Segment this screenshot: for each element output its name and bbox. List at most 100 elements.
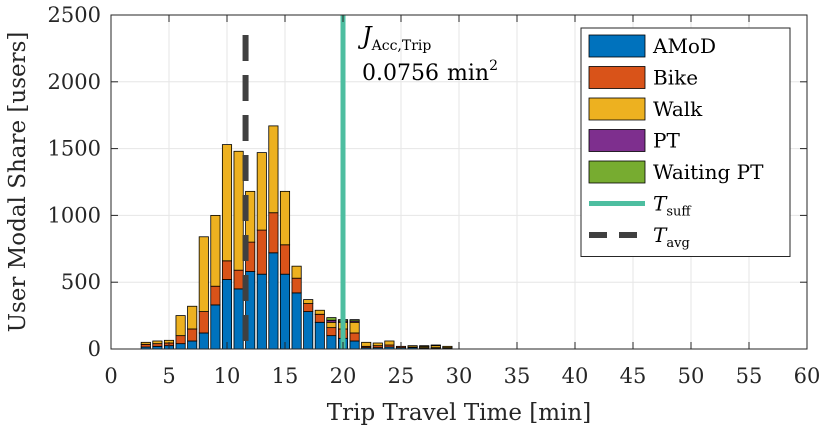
bar-waiting-pt-19 <box>326 317 337 321</box>
x-axis-label: Trip Travel Time [min] <box>327 400 591 426</box>
y-axis-label: User Modal Share [users] <box>5 32 31 333</box>
x-tick-label-7: 35 <box>504 364 531 388</box>
legend-label-amod: AMoD <box>652 34 716 58</box>
bar-bike-4 <box>152 343 163 347</box>
annotation-unit-sup: 2 <box>489 58 498 74</box>
bar-amod-13 <box>256 273 267 350</box>
bar-amod-10 <box>221 279 233 350</box>
bar-walk-23 <box>372 342 383 347</box>
legend-label-suff: Tsuff <box>653 192 692 220</box>
annotation-value: 0.0756 <box>362 61 439 86</box>
bar-bike-13 <box>256 229 267 275</box>
bar-walk-11 <box>233 150 244 271</box>
bar-walk-14 <box>268 125 279 214</box>
bar-amod-6 <box>175 343 186 350</box>
bar-pt-27 <box>419 345 430 347</box>
annotation-unit: min <box>447 61 489 86</box>
bar-bike-3 <box>140 343 151 348</box>
y-tick-label-5: 2500 <box>48 3 101 27</box>
x-tick-label-4: 20 <box>330 364 357 388</box>
bar-walk-9 <box>210 214 221 287</box>
annotation-subscript: Acc,Trip <box>371 38 432 54</box>
bar-walk-4 <box>152 340 163 345</box>
annotation-symbol: J <box>357 22 373 50</box>
legend-swatch-bike <box>588 66 646 89</box>
bar-bike-7 <box>187 328 198 342</box>
y-tick-label-3: 1500 <box>48 137 101 161</box>
x-tick-label-9: 45 <box>620 364 647 388</box>
annotation-j-acc-trip: JAcc,Trip 0.0756 min2 <box>357 22 498 86</box>
x-tick-label-0: 0 <box>104 364 117 388</box>
y-tick-label-1: 500 <box>61 270 101 294</box>
bar-amod-19 <box>326 335 337 350</box>
y-tick-label-4: 2000 <box>48 70 101 94</box>
bar-amod-9 <box>210 304 221 350</box>
bar-amod-15 <box>279 273 291 350</box>
x-tick-label-10: 50 <box>678 364 705 388</box>
bar-walk-3 <box>140 341 151 345</box>
bar-bike-8 <box>198 311 209 334</box>
x-tick-label-12: 60 <box>794 364 821 388</box>
bar-walk-15 <box>279 190 291 246</box>
bar-bike-17 <box>303 303 314 312</box>
bar-walk-8 <box>198 236 209 312</box>
bar-walk-16 <box>291 265 302 279</box>
legend-swatch-waiting-pt <box>588 160 646 184</box>
y-tick-label-2: 1000 <box>48 203 101 227</box>
bar-bike-15 <box>279 244 291 275</box>
legend-swatch-amod <box>588 34 646 58</box>
bar-amod-21 <box>349 340 360 350</box>
bar-walk-7 <box>187 305 198 330</box>
bar-bike-6 <box>175 335 186 345</box>
bar-amod-8 <box>198 332 209 350</box>
bar-walk-6 <box>175 315 186 337</box>
axis-ticks <box>110 14 808 350</box>
bar-amod-11 <box>233 288 244 350</box>
bar-walk-26 <box>407 345 418 348</box>
legend-swatch-walk <box>588 97 646 121</box>
x-tick-label-5: 25 <box>388 364 415 388</box>
x-tick-label-11: 55 <box>736 364 763 388</box>
bar-bike-9 <box>210 285 221 306</box>
bar-waiting-pt-21 <box>349 319 360 322</box>
bar-walk-24 <box>384 340 395 346</box>
tick-labels: 0 5 10 15 20 25 30 35 40 45 50 55 60 0 500 1000 1500 2000… <box>48 3 821 388</box>
bar-amod-14 <box>268 252 279 350</box>
legend: AMoD Bike Walk PT Waiting PT Tsuff Tavg <box>580 27 791 257</box>
svg-text:JAcc,Trip: JAcc,Trip <box>357 22 431 54</box>
y-tick-label-0: 0 <box>88 337 101 361</box>
bar-bike-14 <box>268 212 279 254</box>
bar-walk-19 <box>326 321 337 329</box>
bar-bike-10 <box>221 260 233 280</box>
x-tick-label-8: 40 <box>562 364 589 388</box>
bar-walk-22 <box>361 341 372 347</box>
bar-bike-18 <box>314 313 325 323</box>
bar-walk-18 <box>314 309 325 315</box>
x-tick-label-1: 5 <box>162 364 175 388</box>
legend-label-avg: Tavg <box>653 223 690 251</box>
bar-walk-21 <box>349 321 360 334</box>
legend-label-bike: Bike <box>653 66 698 90</box>
bar-amod-18 <box>314 321 325 350</box>
bar-walk-29 <box>442 345 453 349</box>
bar-amod-16 <box>291 292 302 350</box>
legend-swatch-pt <box>588 129 646 152</box>
bar-bike-16 <box>291 277 302 294</box>
bar-bike-11 <box>233 269 244 290</box>
bar-walk-17 <box>303 299 314 304</box>
x-tick-label-6: 30 <box>446 364 473 388</box>
bar-bike-21 <box>349 332 360 342</box>
bar-amod-17 <box>303 311 314 350</box>
legend-label-pt: PT <box>653 129 680 153</box>
bars <box>140 125 453 350</box>
x-tick-label-2: 10 <box>214 364 241 388</box>
bar-pt-28 <box>430 344 441 347</box>
reference-lines <box>242 15 346 349</box>
legend-label-walk: Walk <box>653 97 703 121</box>
bar-walk-10 <box>221 144 233 262</box>
x-tick-label-3: 15 <box>272 364 299 388</box>
bar-bike-19 <box>326 327 337 337</box>
legend-label-waiting-pt: Waiting PT <box>653 160 764 184</box>
